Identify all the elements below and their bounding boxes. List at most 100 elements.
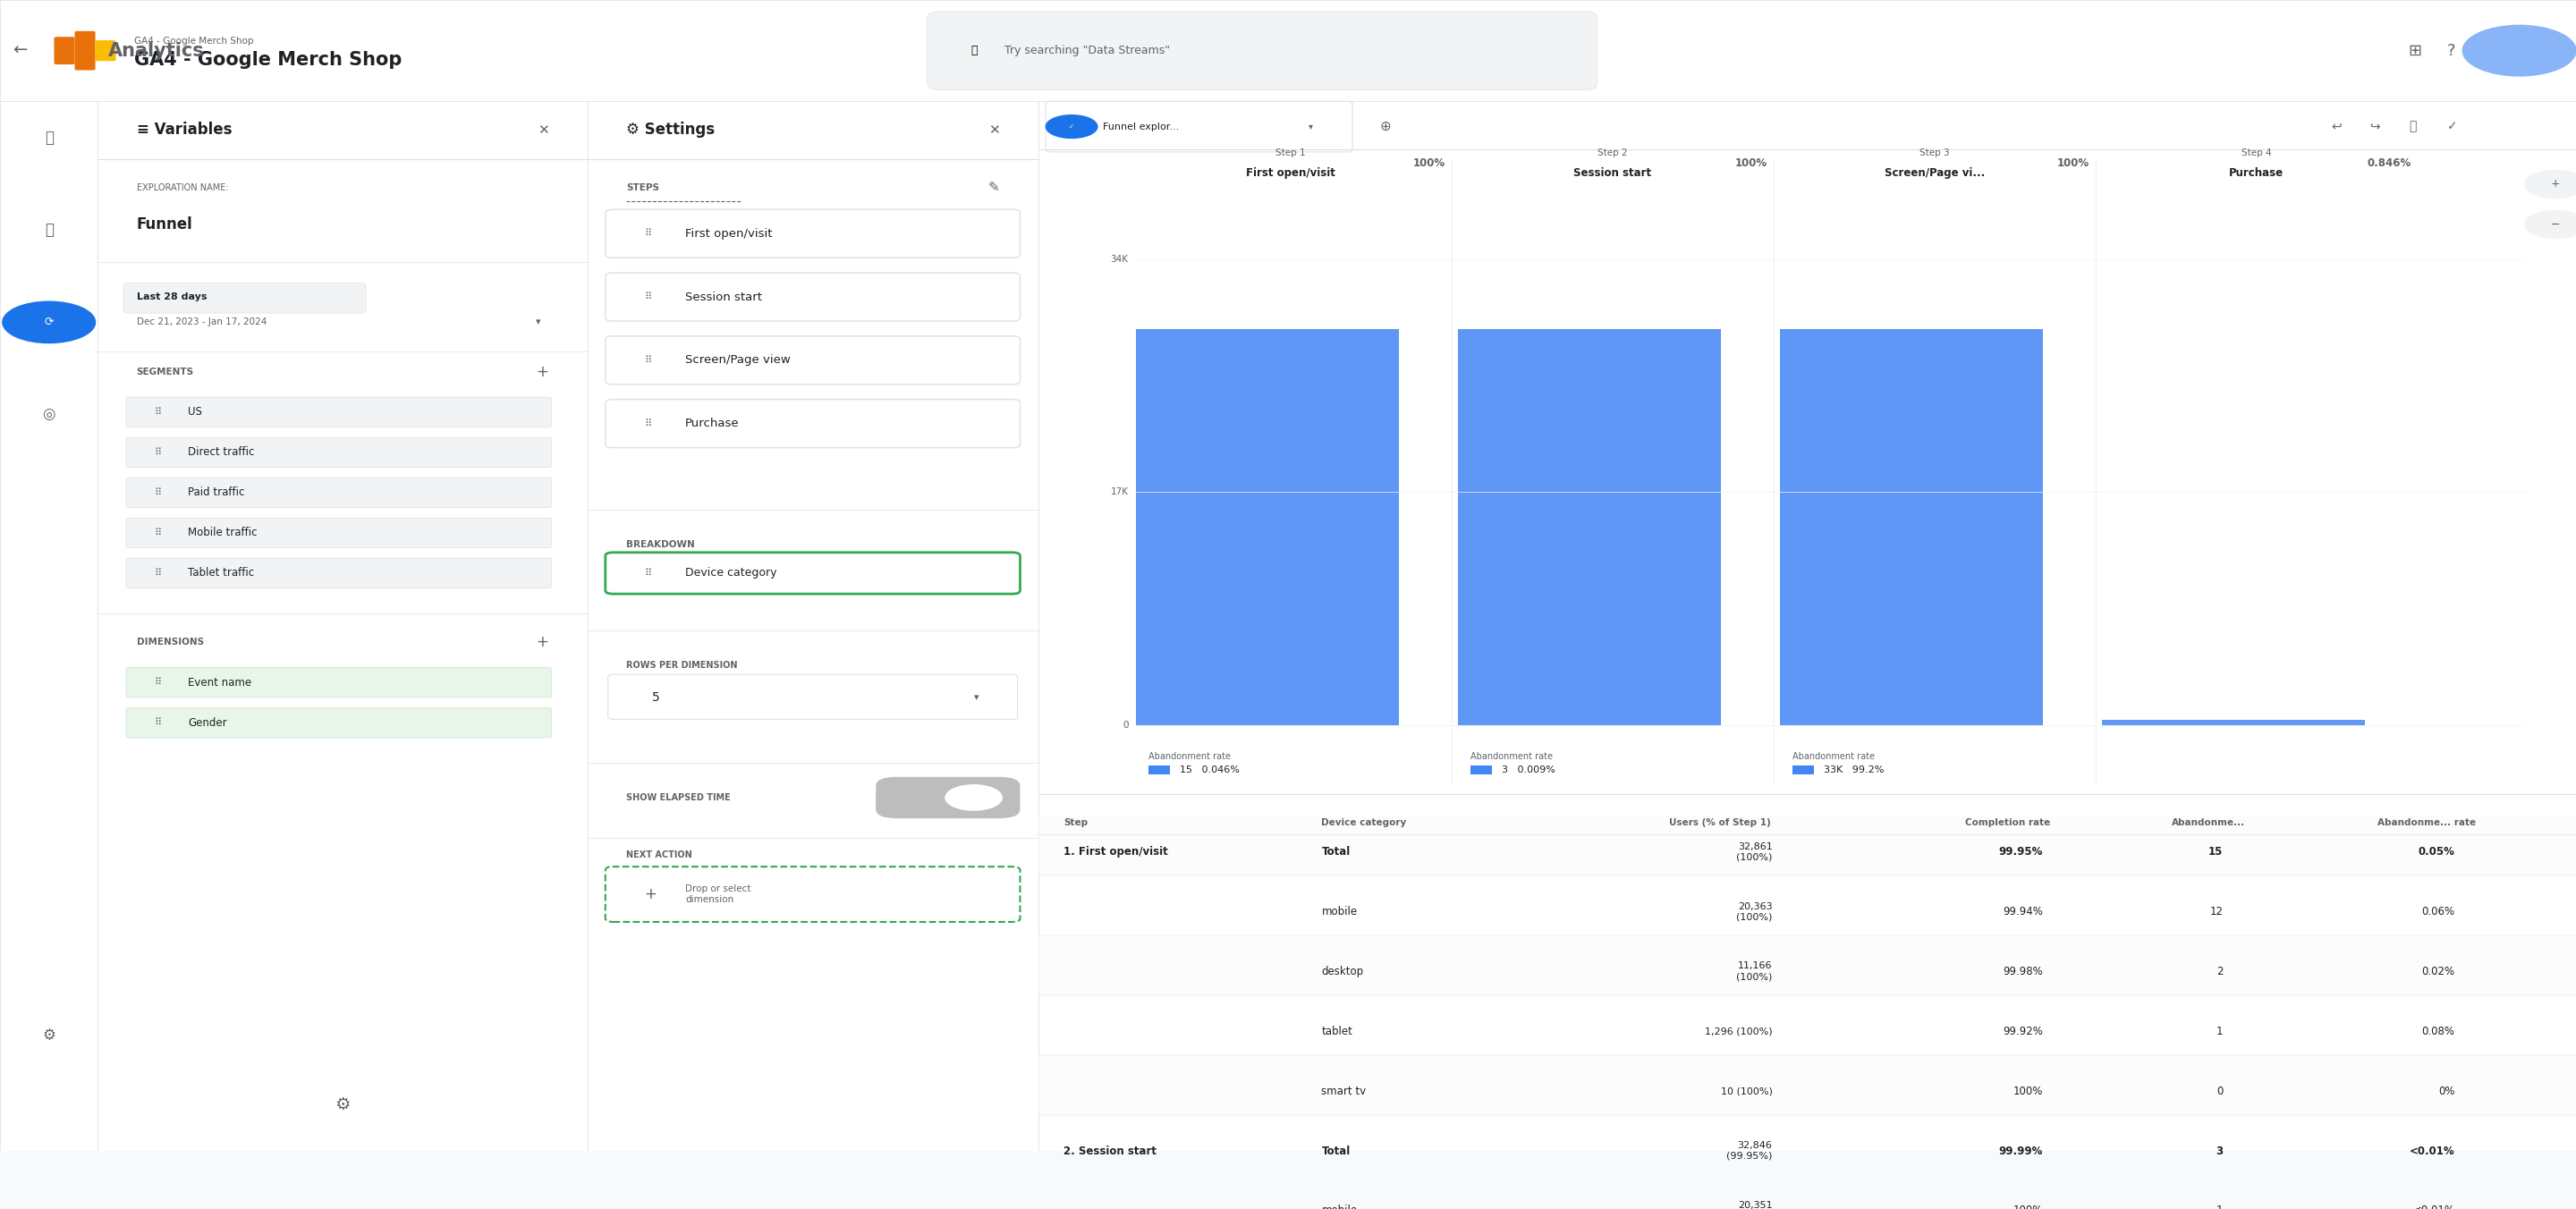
Text: ▾: ▾: [1309, 122, 1314, 131]
FancyBboxPatch shape: [1038, 816, 2576, 875]
Text: 1,296 (100%): 1,296 (100%): [1705, 1026, 1772, 1036]
Text: Step 1: Step 1: [1275, 149, 1306, 157]
Text: Gender: Gender: [188, 717, 227, 729]
FancyBboxPatch shape: [1038, 102, 2576, 1151]
Text: 0.08%: 0.08%: [2421, 1025, 2455, 1037]
Text: 34K: 34K: [1110, 254, 1128, 264]
Text: ⠿: ⠿: [644, 293, 652, 301]
FancyBboxPatch shape: [95, 40, 116, 60]
Text: <0.01%: <0.01%: [2414, 1205, 2455, 1209]
Text: 0.846%: 0.846%: [2367, 157, 2411, 169]
FancyBboxPatch shape: [1038, 1175, 2576, 1209]
Text: 1: 1: [2215, 1025, 2223, 1037]
Text: 99.99%: 99.99%: [1999, 1145, 2043, 1157]
FancyBboxPatch shape: [608, 675, 1018, 719]
Text: ⠿: ⠿: [155, 568, 162, 578]
Text: Screen/Page view: Screen/Page view: [685, 354, 791, 366]
FancyBboxPatch shape: [1038, 794, 2576, 1151]
Text: Last 28 days: Last 28 days: [137, 293, 206, 301]
FancyBboxPatch shape: [54, 36, 75, 64]
Circle shape: [2524, 170, 2576, 198]
FancyBboxPatch shape: [1793, 765, 1814, 775]
Text: ⠿: ⠿: [155, 407, 162, 417]
Text: ⚙ Settings: ⚙ Settings: [626, 122, 714, 138]
Text: 32,861
(100%): 32,861 (100%): [1736, 841, 1772, 861]
Text: 🔍: 🔍: [971, 45, 979, 57]
Text: 0.05%: 0.05%: [2419, 846, 2455, 857]
Text: 5: 5: [652, 692, 659, 704]
Text: GA4 - Google Merch Shop: GA4 - Google Merch Shop: [134, 51, 402, 69]
Text: 0%: 0%: [2439, 1086, 2455, 1097]
Text: +: +: [536, 635, 549, 650]
FancyBboxPatch shape: [605, 553, 1020, 594]
Text: Abandonment rate: Abandonment rate: [1149, 752, 1231, 760]
FancyBboxPatch shape: [126, 517, 551, 548]
Text: 0.06%: 0.06%: [2421, 906, 2455, 918]
Text: Event name: Event name: [188, 677, 252, 688]
Text: Total: Total: [1321, 1145, 1350, 1157]
FancyBboxPatch shape: [605, 399, 1020, 447]
Text: Try searching "Data Streams": Try searching "Data Streams": [1005, 45, 1170, 57]
Text: ✕: ✕: [538, 123, 549, 137]
Text: GA4 - Google Merch Shop: GA4 - Google Merch Shop: [134, 37, 252, 46]
Text: ✕: ✕: [989, 123, 999, 137]
Text: ⠿: ⠿: [155, 718, 162, 728]
Text: +: +: [536, 364, 549, 380]
Text: 100%: 100%: [1734, 157, 1767, 169]
Text: 2: 2: [2215, 966, 2223, 977]
Text: −: −: [2550, 219, 2561, 230]
Text: 99.98%: 99.98%: [2002, 966, 2043, 977]
Text: ⊕: ⊕: [1381, 120, 1391, 133]
FancyBboxPatch shape: [75, 31, 95, 70]
FancyBboxPatch shape: [126, 438, 551, 468]
Text: ←: ←: [13, 42, 28, 59]
Text: Mobile traffic: Mobile traffic: [188, 527, 258, 539]
Text: 99.95%: 99.95%: [1999, 846, 2043, 857]
Text: 15: 15: [2208, 846, 2223, 857]
Text: 12: 12: [2210, 906, 2223, 918]
FancyBboxPatch shape: [0, 102, 98, 1151]
Text: SEGMENTS: SEGMENTS: [137, 368, 193, 376]
FancyBboxPatch shape: [2102, 719, 2365, 725]
Text: ▾: ▾: [974, 693, 979, 702]
Text: 100%: 100%: [2056, 157, 2089, 169]
Circle shape: [2524, 210, 2576, 238]
Text: Funnel explor...: Funnel explor...: [1103, 122, 1180, 131]
Text: mobile: mobile: [1321, 1205, 1358, 1209]
Text: Abandonment rate: Abandonment rate: [1793, 752, 1875, 760]
Text: ROWS PER DIMENSION: ROWS PER DIMENSION: [626, 661, 737, 670]
Text: Direct traffic: Direct traffic: [188, 446, 255, 458]
Text: Step 3: Step 3: [1919, 149, 1950, 157]
Text: ?: ?: [2447, 42, 2455, 59]
Text: EXPLORATION NAME:: EXPLORATION NAME:: [137, 183, 229, 192]
Text: Abandonment rate: Abandonment rate: [1471, 752, 1553, 760]
Text: Tablet traffic: Tablet traffic: [188, 567, 255, 579]
Text: Device category: Device category: [1321, 818, 1406, 827]
Text: ⠿: ⠿: [644, 568, 652, 578]
FancyBboxPatch shape: [605, 336, 1020, 384]
Text: ⚙: ⚙: [335, 1097, 350, 1113]
Text: ✎: ✎: [989, 181, 999, 195]
Text: 17K: 17K: [1110, 487, 1128, 497]
Text: desktop: desktop: [1321, 966, 1363, 977]
Text: ⚙: ⚙: [41, 1028, 57, 1043]
FancyBboxPatch shape: [98, 102, 587, 1151]
Text: Completion rate: Completion rate: [1965, 818, 2050, 827]
FancyBboxPatch shape: [1136, 329, 1399, 725]
Text: STEPS: STEPS: [626, 183, 659, 192]
Text: Session start: Session start: [685, 291, 762, 302]
Text: smart tv: smart tv: [1321, 1086, 1365, 1097]
Text: 📊: 📊: [44, 222, 54, 238]
Text: ⠿: ⠿: [644, 230, 652, 238]
Text: 99.92%: 99.92%: [2002, 1025, 2043, 1037]
Text: tablet: tablet: [1321, 1025, 1352, 1037]
Text: Abandonme...: Abandonme...: [2172, 818, 2246, 827]
Text: ⠿: ⠿: [155, 488, 162, 497]
Text: Device category: Device category: [685, 567, 778, 579]
FancyBboxPatch shape: [124, 283, 366, 313]
Text: ✓: ✓: [2447, 121, 2458, 133]
Text: 1. First open/visit: 1. First open/visit: [1064, 846, 1170, 857]
FancyBboxPatch shape: [126, 559, 551, 588]
Text: Paid traffic: Paid traffic: [188, 487, 245, 498]
Circle shape: [945, 785, 1002, 810]
